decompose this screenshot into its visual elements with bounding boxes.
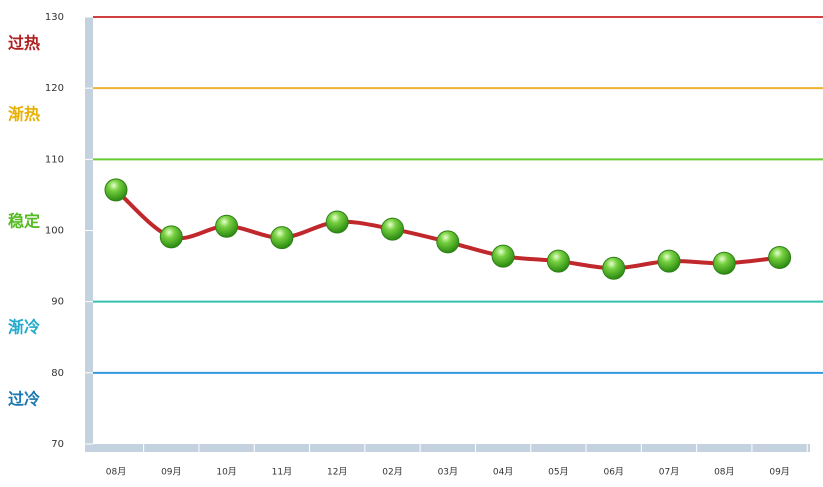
y-tick-label: 110 <box>45 154 64 165</box>
x-tick-label: 02月 <box>382 467 402 478</box>
point <box>270 226 294 250</box>
zone-label: 渐热 <box>8 105 40 124</box>
point <box>381 217 404 241</box>
point <box>657 249 681 273</box>
zone-label: 稳定 <box>8 212 40 231</box>
y-tick-label: 70 <box>51 439 64 450</box>
y-tick-label: 90 <box>51 297 64 308</box>
x-tick-label: 04月 <box>493 467 513 478</box>
x-tick-label: 08月 <box>106 467 126 478</box>
x-tick-label: 09月 <box>769 467 789 478</box>
x-axis-band <box>85 444 810 452</box>
x-tick-label: 06月 <box>603 467 623 478</box>
point <box>104 178 128 202</box>
y-tick-label: 80 <box>51 368 64 379</box>
point <box>546 249 570 273</box>
point <box>436 230 460 254</box>
x-tick-label: 03月 <box>438 467 458 478</box>
zone-label: 渐冷 <box>8 318 40 337</box>
y-tick-label: 130 <box>45 12 64 23</box>
point <box>325 210 349 234</box>
x-tick-label: 10月 <box>216 467 236 478</box>
point <box>602 256 626 280</box>
zone-label: 过热 <box>8 34 40 53</box>
point <box>768 246 792 270</box>
y-tick-label: 120 <box>45 83 64 94</box>
y-tick-label: 100 <box>45 226 64 237</box>
point <box>491 244 515 268</box>
x-tick-label: 05月 <box>548 467 568 478</box>
point <box>159 225 183 249</box>
x-tick-label: 07月 <box>659 467 679 478</box>
x-tick-label: 11月 <box>272 467 292 478</box>
y-axis-band <box>85 17 93 452</box>
zone-label: 过冷 <box>8 390 40 409</box>
point <box>712 251 736 275</box>
point <box>215 214 239 238</box>
x-tick-label: 08月 <box>714 467 734 478</box>
x-tick-label: 09月 <box>161 467 181 478</box>
x-tick-label: 12月 <box>327 467 347 478</box>
